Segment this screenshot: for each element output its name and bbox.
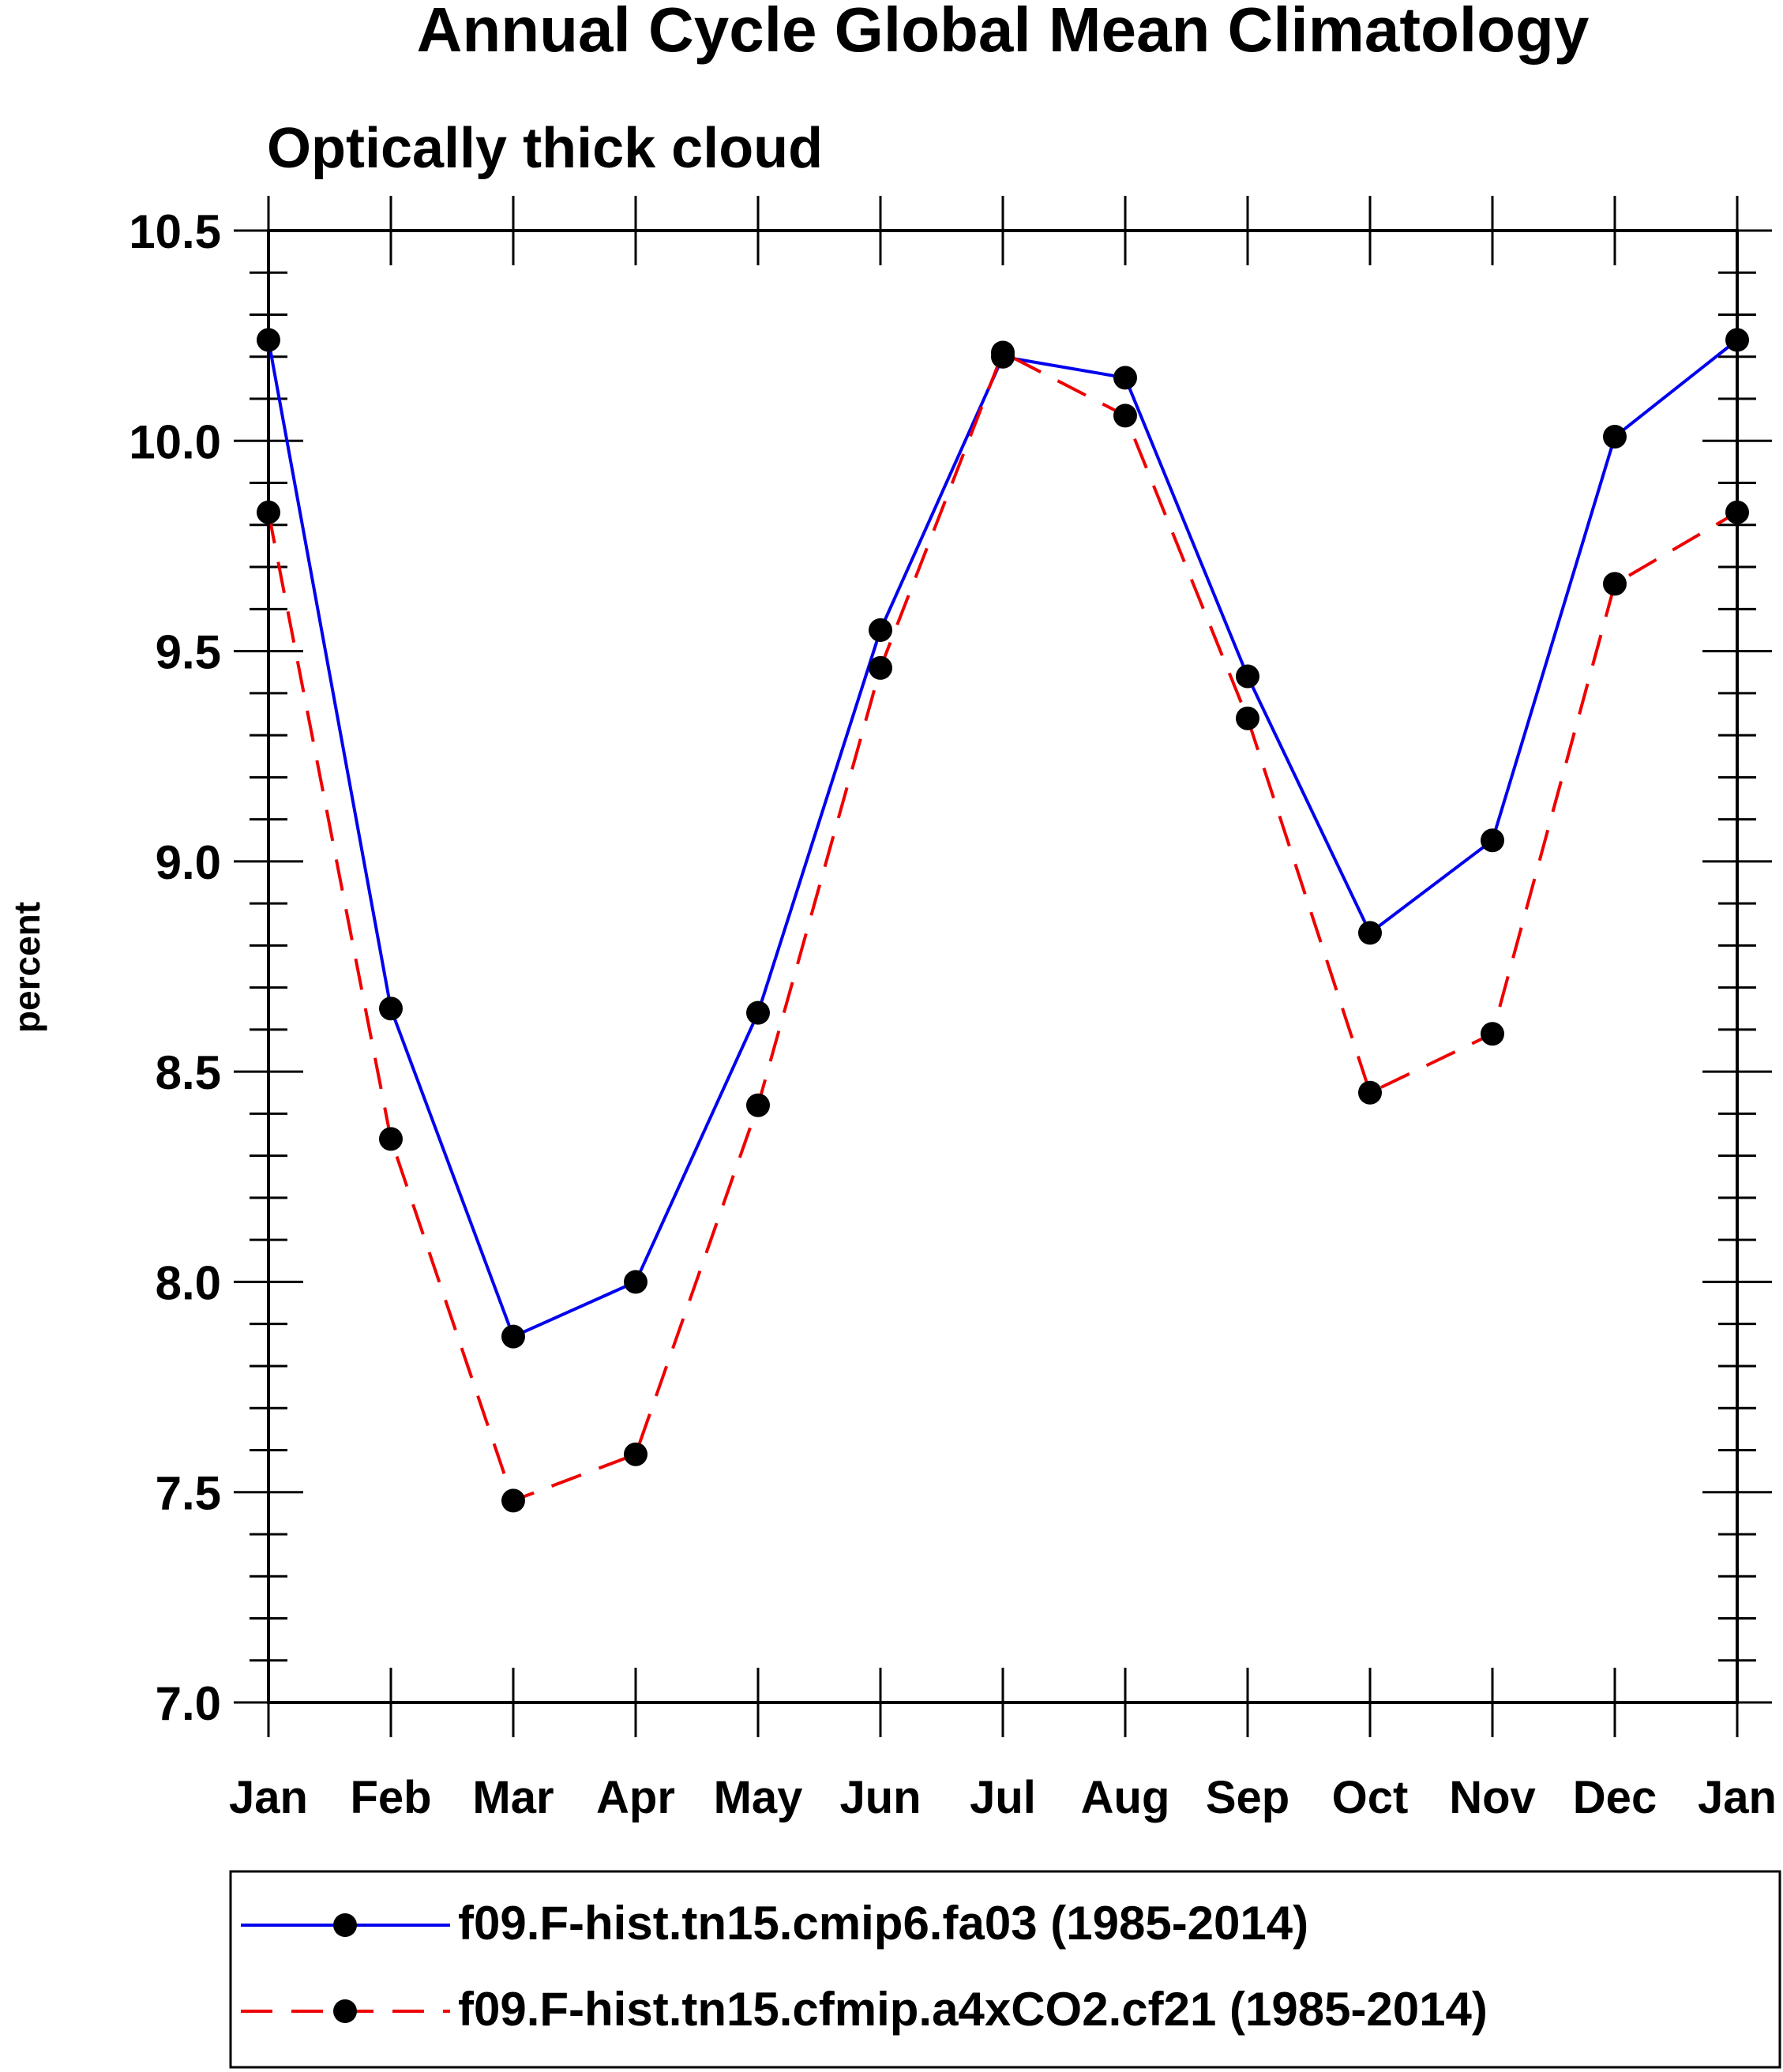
chart-title: Annual Cycle Global Mean Climatology bbox=[417, 0, 1590, 65]
series-lines bbox=[267, 338, 1739, 1503]
y-tick-label: 10.5 bbox=[129, 205, 221, 258]
data-point-blue bbox=[379, 997, 403, 1021]
y-tick-label: 9.0 bbox=[156, 836, 221, 889]
data-point-red bbox=[1358, 1080, 1382, 1105]
x-tick-label: Aug bbox=[1081, 1772, 1170, 1823]
data-point-red bbox=[1603, 572, 1627, 596]
data-point-red bbox=[501, 1488, 525, 1513]
data-point-blue bbox=[1358, 921, 1382, 945]
series-line-red bbox=[267, 350, 1739, 1503]
data-point-red bbox=[1236, 706, 1259, 730]
series-line-blue bbox=[267, 338, 1739, 1339]
plot-frame bbox=[267, 229, 1739, 1704]
y-axis-label: percent bbox=[6, 902, 47, 1033]
data-point-blue bbox=[1481, 828, 1504, 853]
legend-marker-blue bbox=[333, 1913, 357, 1937]
x-tick-labels: Jan Feb Mar Apr May Jun Jul Aug Sep Oct Nov Dec Jan bbox=[229, 1772, 1777, 1823]
data-point-blue bbox=[1603, 424, 1627, 449]
data-point-blue bbox=[869, 617, 892, 642]
data-point-red bbox=[991, 340, 1015, 365]
x-tick-label: Oct bbox=[1332, 1772, 1409, 1823]
legend-label-red: f09.F-hist.tn15.cfmip.a4xCO2.cf21 (1985-… bbox=[458, 1983, 1488, 2036]
x-tick-label: Jul bbox=[970, 1772, 1036, 1823]
data-point-blue bbox=[501, 1324, 525, 1349]
data-point-blue bbox=[746, 1000, 770, 1025]
y-tick-label: 7.5 bbox=[156, 1467, 221, 1520]
y-tick-labels: 7.0 7.5 8.0 8.5 9.0 9.5 10.0 10.5 bbox=[129, 205, 221, 1730]
x-tick-label: May bbox=[714, 1772, 803, 1823]
legend: f09.F-hist.tn15.cmip6.fa03 (1985-2014) f… bbox=[229, 1870, 1781, 2069]
legend-marker-red bbox=[333, 1999, 357, 2023]
x-tick-label: Nov bbox=[1449, 1772, 1536, 1823]
x-tick-label: Jun bbox=[839, 1772, 921, 1823]
data-point-red bbox=[869, 655, 892, 680]
data-point-red bbox=[746, 1093, 770, 1117]
axis-ticks bbox=[234, 196, 1772, 1737]
x-tick-label: Jan bbox=[229, 1772, 308, 1823]
y-tick-label: 8.0 bbox=[156, 1256, 221, 1309]
data-point-red bbox=[624, 1442, 648, 1466]
y-tick-label: 8.5 bbox=[156, 1046, 221, 1099]
x-tick-label: Dec bbox=[1573, 1772, 1657, 1823]
x-tick-label: Jan bbox=[1698, 1772, 1777, 1823]
data-point-blue bbox=[1236, 664, 1259, 689]
x-tick-label: Mar bbox=[472, 1772, 554, 1823]
legend-box bbox=[229, 1870, 1781, 2069]
x-tick-label: Feb bbox=[350, 1772, 431, 1823]
chart-subtitle: Optically thick cloud bbox=[267, 117, 823, 180]
y-tick-label: 9.5 bbox=[156, 626, 221, 679]
data-point-red bbox=[1481, 1022, 1504, 1046]
data-point-red bbox=[379, 1127, 403, 1151]
legend-label-blue: f09.F-hist.tn15.cmip6.fa03 (1985-2014) bbox=[458, 1897, 1308, 1950]
x-tick-label: Sep bbox=[1206, 1772, 1289, 1823]
series-markers bbox=[257, 328, 1749, 1513]
data-point-blue bbox=[624, 1270, 648, 1294]
y-tick-label: 7.0 bbox=[156, 1677, 221, 1730]
data-point-blue bbox=[1113, 366, 1137, 390]
data-point-red bbox=[1113, 404, 1137, 428]
x-tick-label: Apr bbox=[596, 1772, 675, 1823]
y-tick-label: 10.0 bbox=[129, 415, 221, 468]
